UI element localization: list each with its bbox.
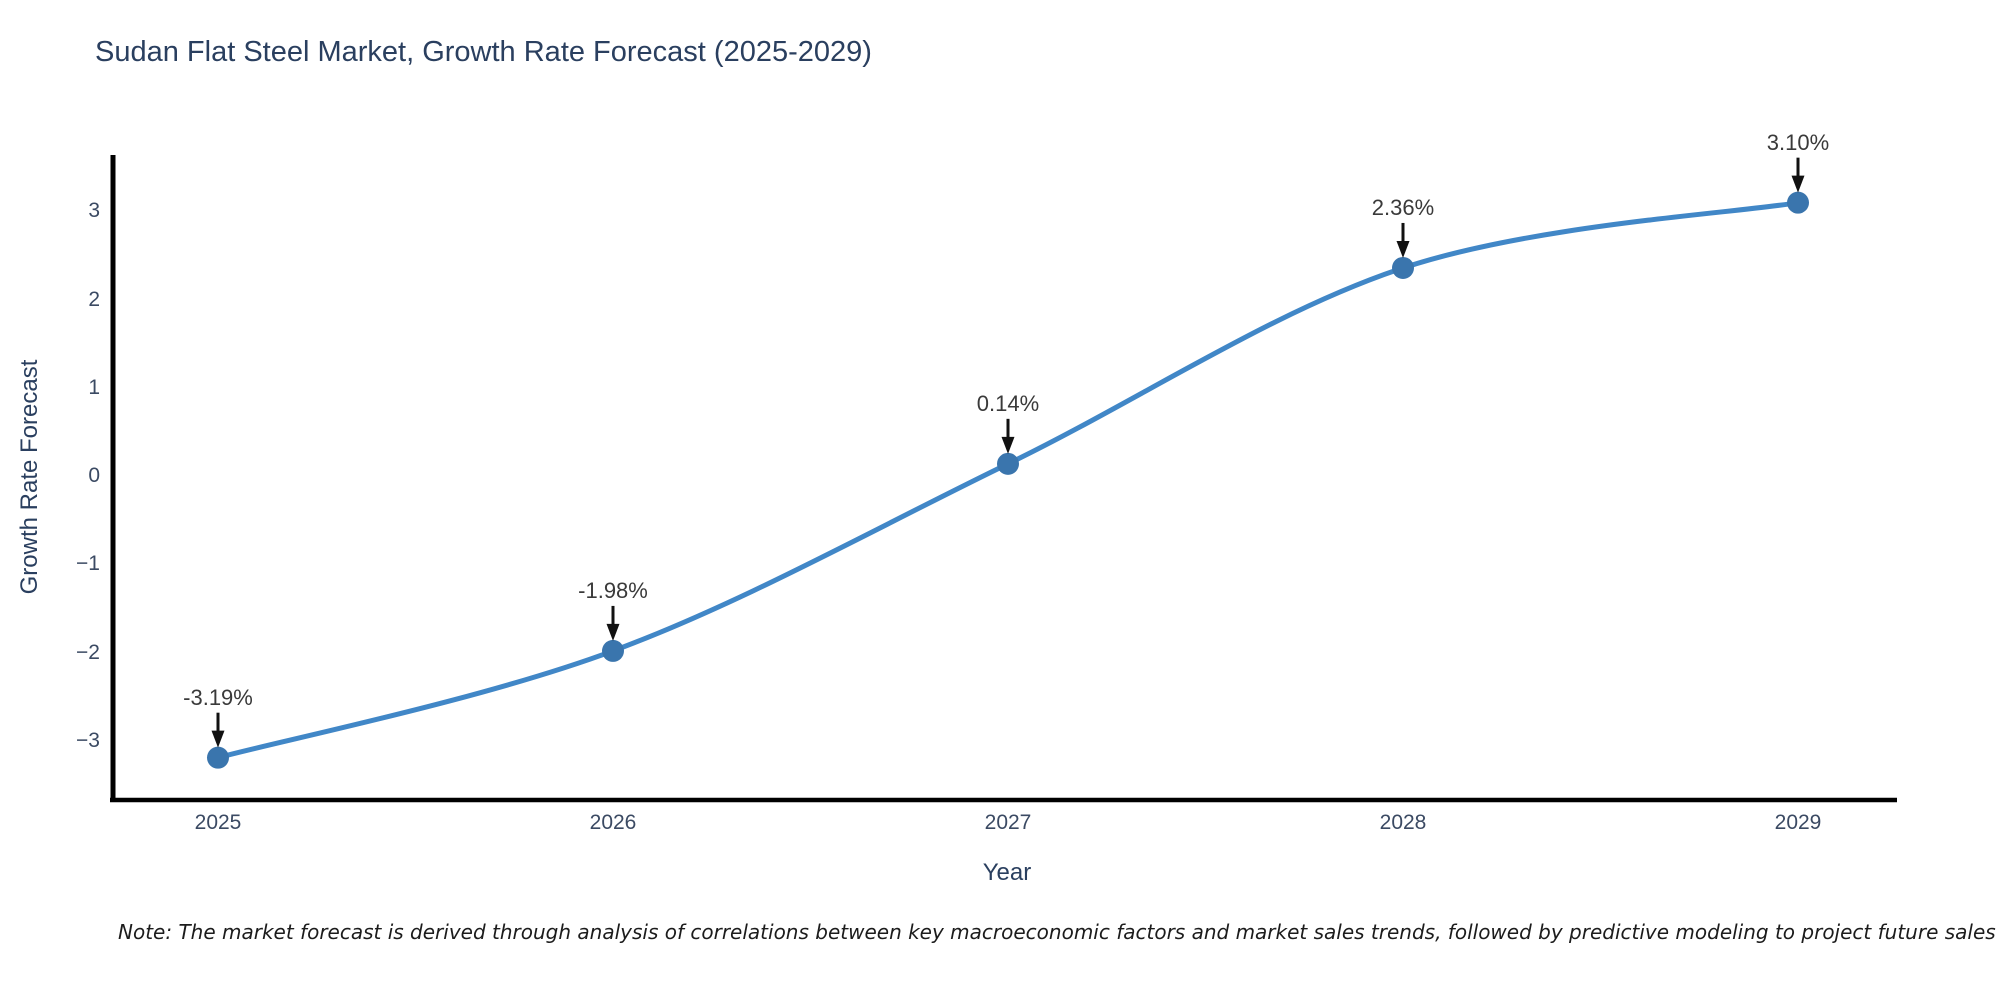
y-axis-title: Growth Rate Forecast	[16, 359, 43, 595]
annotation-arrowhead	[1001, 436, 1015, 454]
x-tick-2029: 2029	[1774, 811, 1822, 834]
y-tick-2: 2	[88, 287, 100, 311]
x-tick-2027: 2027	[984, 811, 1032, 834]
point-label-2029: 3.10%	[1766, 129, 1830, 155]
x-tick-2028: 2028	[1379, 811, 1427, 834]
data-point-2029	[1787, 191, 1809, 214]
data-point-2028	[1392, 256, 1414, 279]
point-label-2025: -3.19%	[183, 684, 253, 710]
data-point-2025	[207, 746, 229, 769]
data-point-2026	[602, 639, 624, 662]
x-tick-2026: 2026	[589, 811, 637, 834]
y-tick-1: 1	[88, 375, 100, 399]
chart-title: Sudan Flat Steel Market, Growth Rate For…	[95, 36, 872, 68]
y-tick--3: −3	[76, 728, 100, 752]
annotation-arrowhead	[1791, 175, 1805, 193]
y-tick-3: 3	[88, 199, 100, 223]
point-label-2026: -1.98%	[578, 577, 648, 603]
point-label-2027: 0.14%	[976, 390, 1040, 416]
y-tick-0: 0	[88, 464, 100, 488]
y-tick--1: −1	[76, 552, 100, 576]
footnote: Note: The market forecast is derived thr…	[118, 920, 1996, 944]
x-tick-2025: 2025	[194, 811, 242, 834]
forecast-line	[215, 200, 1801, 761]
annotation-arrowhead	[1396, 240, 1410, 258]
point-label-2028: 2.36%	[1371, 194, 1435, 220]
data-point-2027	[997, 452, 1019, 475]
annotation-arrowhead	[606, 623, 620, 641]
x-axis-title: Year	[982, 859, 1032, 886]
y-tick--2: −2	[76, 640, 100, 664]
annotation-arrowhead	[211, 730, 225, 748]
